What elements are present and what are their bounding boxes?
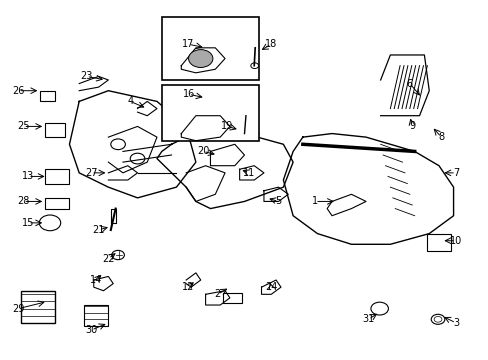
Text: 28: 28 bbox=[17, 197, 29, 206]
Text: 3: 3 bbox=[452, 318, 458, 328]
Text: 8: 8 bbox=[437, 132, 444, 142]
Text: 22: 22 bbox=[102, 253, 114, 264]
Text: 18: 18 bbox=[264, 39, 277, 49]
Text: 6: 6 bbox=[406, 78, 412, 89]
Text: 14: 14 bbox=[90, 275, 102, 285]
Text: 19: 19 bbox=[221, 121, 233, 131]
Text: 1: 1 bbox=[311, 197, 317, 206]
Text: 11: 11 bbox=[243, 168, 255, 178]
Bar bbox=[45, 123, 64, 137]
Text: 5: 5 bbox=[275, 197, 281, 206]
Bar bbox=[45, 198, 69, 208]
Text: 27: 27 bbox=[85, 168, 98, 178]
Text: 23: 23 bbox=[80, 71, 92, 81]
Text: 30: 30 bbox=[85, 325, 97, 335]
Bar bbox=[162, 85, 259, 141]
Bar bbox=[21, 291, 55, 323]
Bar bbox=[40, 91, 55, 102]
Text: 15: 15 bbox=[22, 218, 34, 228]
Text: 26: 26 bbox=[12, 86, 24, 96]
Bar bbox=[222, 293, 242, 303]
Text: 21: 21 bbox=[92, 225, 104, 235]
Text: 9: 9 bbox=[408, 121, 414, 131]
Text: 16: 16 bbox=[182, 89, 194, 99]
Bar bbox=[162, 18, 259, 80]
Text: 12: 12 bbox=[182, 282, 194, 292]
Text: 7: 7 bbox=[452, 168, 458, 178]
Bar bbox=[45, 169, 69, 184]
Text: 25: 25 bbox=[17, 121, 29, 131]
Text: 31: 31 bbox=[362, 314, 374, 324]
Text: 29: 29 bbox=[12, 303, 24, 314]
Text: 4: 4 bbox=[127, 96, 133, 107]
Bar bbox=[426, 234, 450, 251]
Circle shape bbox=[188, 50, 212, 67]
Text: 10: 10 bbox=[449, 236, 461, 246]
Text: 13: 13 bbox=[22, 171, 34, 181]
Text: 2: 2 bbox=[214, 289, 221, 299]
Text: 20: 20 bbox=[197, 147, 209, 157]
Text: 17: 17 bbox=[182, 39, 194, 49]
Text: 24: 24 bbox=[264, 282, 277, 292]
Bar bbox=[84, 305, 108, 327]
